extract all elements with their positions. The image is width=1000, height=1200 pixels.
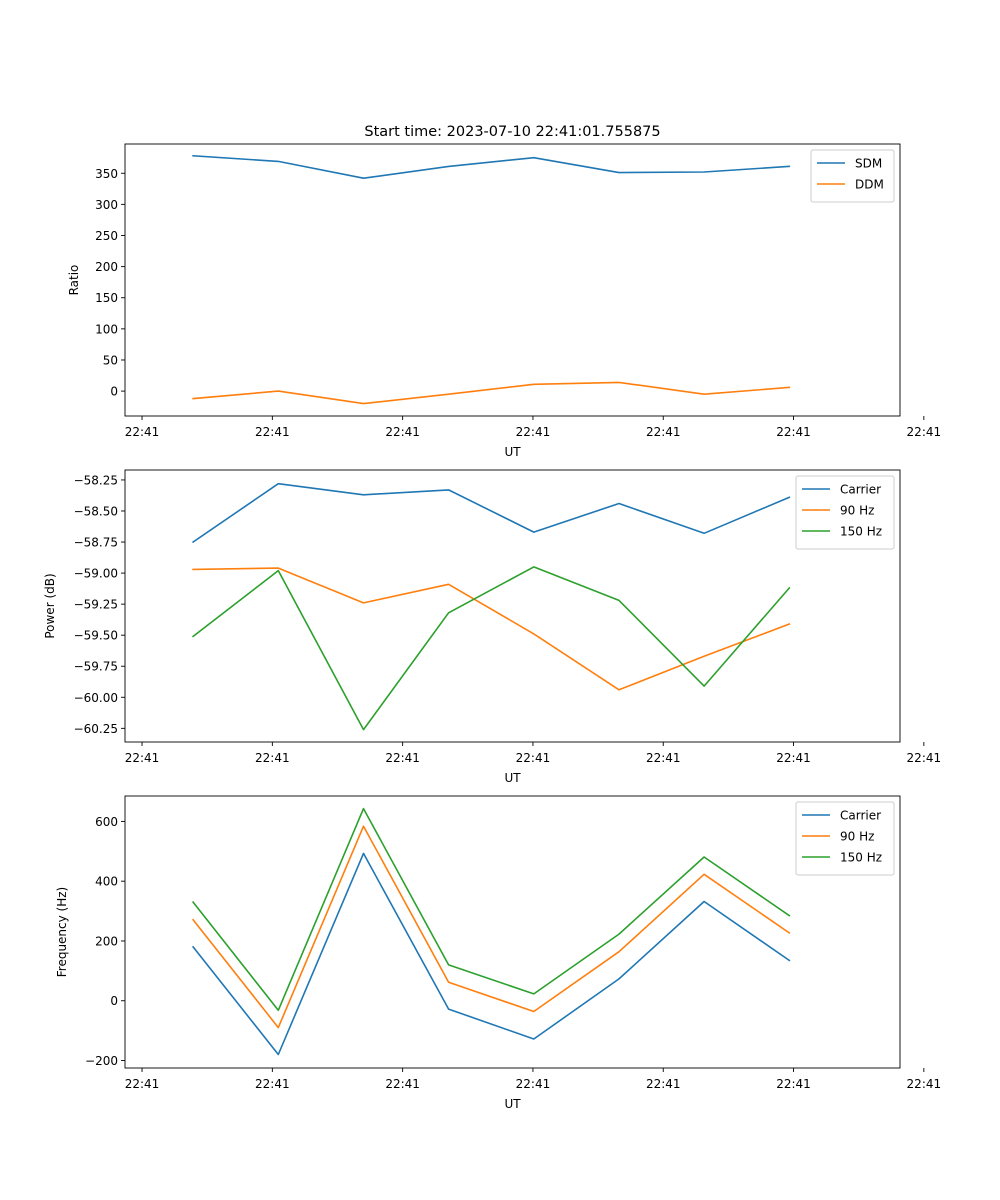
- y-tick-label: 100: [95, 322, 118, 336]
- legend: SDM DDM: [810, 149, 895, 203]
- x-tick-label: 22:41: [125, 1077, 160, 1091]
- series-line-90-hz: [191, 825, 791, 1029]
- x-tick-label: 22:41: [646, 1077, 681, 1091]
- x-tick-label: 22:41: [385, 1077, 420, 1091]
- x-tick-label: 22:41: [385, 425, 420, 439]
- y-tick-label: −59.25: [74, 598, 118, 612]
- panel-2: 22:41 22:41 22:41 22:41 22:41 22:41 22:41 UT −58…: [43, 469, 942, 785]
- series-line-150-hz: [191, 807, 791, 1012]
- y-tick-label: −60.25: [74, 722, 118, 736]
- x-tick-label: 22:41: [907, 425, 942, 439]
- legend: Carrier 90 Hz 150 Hz: [795, 475, 895, 550]
- y-tick-label: 600: [95, 815, 118, 829]
- x-axis-label: UT: [504, 1097, 521, 1111]
- y-tick-label: 350: [95, 167, 118, 181]
- y-tick-label: −58.75: [74, 536, 118, 550]
- y-tick-label: −59.75: [74, 660, 118, 674]
- x-tick-label: 22:41: [516, 751, 551, 765]
- legend-label: DDM: [855, 178, 884, 192]
- y-tick-label: 250: [95, 229, 118, 243]
- x-tick-label: 22:41: [776, 425, 811, 439]
- y-axis-label: Frequency (Hz): [55, 887, 69, 978]
- x-tick-label: 22:41: [907, 1077, 942, 1091]
- legend-label: 90 Hz: [840, 830, 874, 844]
- y-tick-label: 200: [95, 260, 118, 274]
- panel-3: 22:41 22:41 22:41 22:41 22:41 22:41 22:41 UT −20…: [55, 795, 942, 1111]
- axes-frame: [124, 795, 901, 1069]
- series-line-150-hz: [191, 566, 791, 731]
- legend-label: 150 Hz: [840, 525, 882, 539]
- series-line-sdm: [192, 154, 791, 179]
- x-tick-label: 22:41: [255, 751, 290, 765]
- series-line-ddm: [192, 381, 791, 405]
- axes-frame: [124, 143, 901, 417]
- y-tick-label: 150: [95, 291, 118, 305]
- x-tick-label: 22:41: [125, 751, 160, 765]
- x-tick-label: 22:41: [385, 751, 420, 765]
- figure-title: Start time: 2023-07-10 22:41:01.755875: [364, 124, 660, 140]
- y-tick-label: −58.50: [74, 504, 118, 518]
- legend-label: SDM: [855, 157, 882, 171]
- x-tick-label: 22:41: [125, 425, 160, 439]
- y-tick-label: 400: [95, 875, 118, 889]
- x-axis-label: UT: [504, 445, 521, 459]
- y-tick-label: −60.00: [74, 691, 118, 705]
- y-axis-label: Power (dB): [43, 573, 57, 638]
- y-tick-label: −59.00: [74, 567, 118, 581]
- panel-1: 22:41 22:41 22:41 22:41 22:41 22:41 22:41 UT 0 50…: [67, 143, 942, 459]
- x-axis-label: UT: [504, 771, 521, 785]
- legend-label: Carrier: [840, 809, 881, 823]
- x-tick-label: 22:41: [646, 751, 681, 765]
- axes-frame: [124, 469, 901, 743]
- x-tick-label: 22:41: [907, 751, 942, 765]
- x-tick-label: 22:41: [516, 1077, 551, 1091]
- y-tick-label: −58.25: [74, 473, 118, 487]
- legend-label: Carrier: [840, 483, 881, 497]
- legend-label: 90 Hz: [840, 504, 874, 518]
- x-tick-label: 22:41: [776, 1077, 811, 1091]
- x-tick-label: 22:41: [255, 425, 290, 439]
- legend-label: 150 Hz: [840, 851, 882, 865]
- series-line-90-hz: [192, 567, 791, 691]
- y-tick-label: 0: [110, 385, 118, 399]
- series-line-carrier: [191, 482, 791, 544]
- y-tick-label: −59.50: [74, 629, 118, 643]
- y-tick-label: −200: [85, 1054, 118, 1068]
- y-tick-label: 0: [110, 994, 118, 1008]
- y-tick-label: 50: [103, 353, 118, 367]
- series-line-carrier: [191, 852, 791, 1056]
- legend: Carrier 90 Hz 150 Hz: [795, 801, 895, 876]
- y-axis-label: Ratio: [67, 265, 81, 296]
- x-tick-label: 22:41: [646, 425, 681, 439]
- x-tick-label: 22:41: [516, 425, 551, 439]
- x-tick-label: 22:41: [776, 751, 811, 765]
- y-tick-label: 200: [95, 934, 118, 948]
- y-tick-label: 300: [95, 198, 118, 212]
- x-tick-label: 22:41: [255, 1077, 290, 1091]
